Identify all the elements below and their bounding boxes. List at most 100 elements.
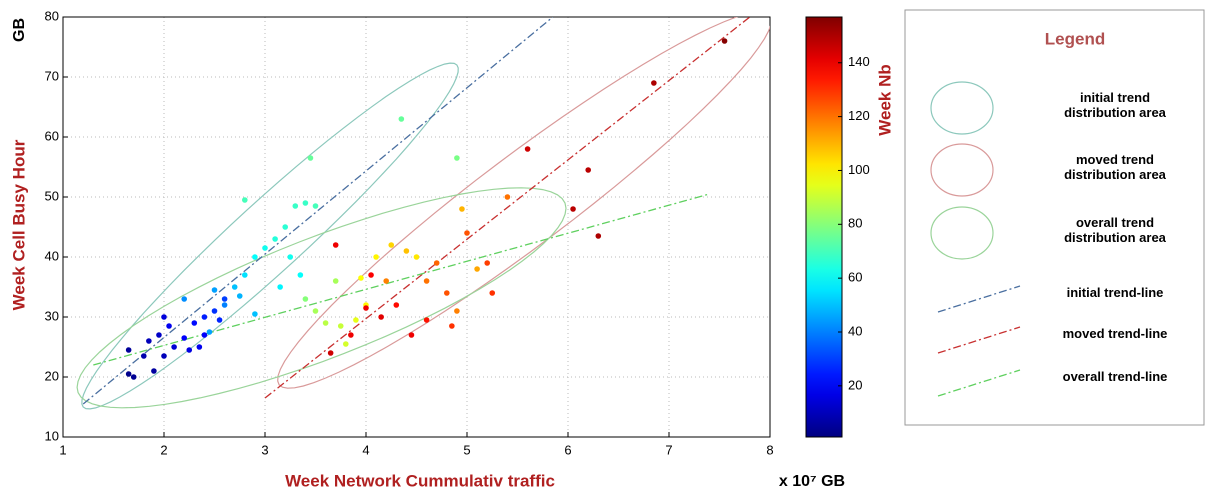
distribution-area <box>277 17 770 389</box>
colorbar-label: Week Nb <box>875 64 894 136</box>
legend-entry: moved trend distribution area <box>1064 152 1166 182</box>
y-tick-label: 20 <box>45 368 59 383</box>
scatter-point <box>186 347 193 353</box>
scatter-point <box>332 278 339 284</box>
scatter-point <box>166 323 172 329</box>
scatter-point <box>277 284 283 290</box>
scatter-point <box>272 236 278 242</box>
scatter-point <box>423 317 430 323</box>
plot-area <box>76 17 770 410</box>
scatter-point <box>206 329 213 335</box>
x-tick-label: 1 <box>59 442 66 457</box>
scatter-point <box>161 314 167 320</box>
scatter-point <box>191 320 198 326</box>
scatter-point <box>383 278 390 284</box>
scatter-point <box>423 278 430 284</box>
scatter-point <box>413 254 420 260</box>
colorbar-tick-label: 100 <box>848 162 870 177</box>
y-tick-label: 80 <box>45 8 59 23</box>
legend-swatch <box>937 369 1021 397</box>
scatter-point <box>156 332 162 338</box>
scatter-point <box>474 266 480 272</box>
legend-box <box>904 9 1205 426</box>
y-axis-label: Week Cell Busy Hour <box>9 139 28 310</box>
legend-entry: moved trend-line <box>1062 325 1168 341</box>
scatter-point <box>196 344 203 350</box>
scatter-point <box>651 80 657 86</box>
scatter-point <box>125 371 132 377</box>
legend-label: initial trend-line <box>1066 284 1164 300</box>
scatter-point <box>216 317 223 323</box>
scatter-point <box>282 224 289 230</box>
scatter-point <box>408 332 415 338</box>
legend-entry: overall trend distribution area <box>1064 215 1166 245</box>
scatter-point <box>721 38 728 44</box>
legend-label: initial trend distribution area <box>1064 90 1166 120</box>
scatter-point <box>348 332 354 338</box>
scatter-point <box>302 200 309 206</box>
y-tick-label: 30 <box>45 308 59 323</box>
legend-label: overall trend distribution area <box>1064 215 1166 245</box>
scatter-point <box>201 332 208 338</box>
scatter-point <box>368 272 374 278</box>
scatter-point <box>524 146 531 152</box>
legend-swatch <box>937 326 1021 354</box>
scatter-point <box>570 206 576 212</box>
legend-label: moved trend-line <box>1062 325 1168 341</box>
scatter-point <box>398 116 405 122</box>
legend-swatch <box>930 143 994 197</box>
y-tick-label: 70 <box>45 68 59 83</box>
x-tick-label: 7 <box>665 442 672 457</box>
legend-entry: initial trend distribution area <box>1064 90 1166 120</box>
colorbar-tick-label: 120 <box>848 108 870 123</box>
distribution-area <box>76 187 567 409</box>
scatter-point <box>484 260 491 266</box>
scatter-point <box>353 317 359 323</box>
trend-line <box>264 17 751 399</box>
scatter-point <box>504 194 511 200</box>
scatter-point <box>358 275 364 281</box>
y-tick-label: 50 <box>45 188 59 203</box>
scatter-point <box>146 338 152 344</box>
scatter-point <box>454 155 460 161</box>
y-tick-label: 10 <box>45 428 59 443</box>
scatter-point <box>242 197 248 203</box>
scatter-point <box>181 296 187 302</box>
colorbar-tick-label: 140 <box>848 54 870 69</box>
scatter-point <box>327 350 334 356</box>
scatter-point <box>211 308 218 314</box>
colorbar-tick-label: 20 <box>848 377 862 392</box>
scatter-point <box>262 245 268 251</box>
scatter-point <box>489 290 496 296</box>
scatter-point <box>242 272 248 278</box>
scatter-point <box>459 206 465 212</box>
scatter-point <box>464 230 470 236</box>
colorbar-tick-label: 40 <box>848 323 862 338</box>
colorbar <box>805 16 843 438</box>
x-tick-label: 6 <box>564 442 571 457</box>
scatter-point <box>252 254 258 260</box>
colorbar-tick-label: 60 <box>848 270 862 285</box>
scatter-point <box>388 242 395 248</box>
scatter-point <box>312 308 319 314</box>
scatter-point <box>343 341 349 347</box>
legend-entry: initial trend-line <box>1066 284 1164 300</box>
trend-line <box>93 193 710 366</box>
scatter-point <box>337 323 344 329</box>
scatter-point <box>449 323 455 329</box>
legend-swatch <box>930 81 994 135</box>
x-tick-label: 5 <box>463 442 470 457</box>
y-tick-label: 40 <box>45 248 59 263</box>
scatter-point <box>302 296 309 302</box>
scatter-point <box>332 242 339 248</box>
scatter-point <box>236 293 243 299</box>
scatter-point <box>454 308 460 314</box>
scatter-point <box>433 260 440 266</box>
scatter-point <box>181 335 187 341</box>
legend-swatch <box>930 206 994 260</box>
scatter-point <box>585 167 591 173</box>
scatter-point <box>141 353 147 359</box>
scatter-point <box>130 374 137 380</box>
